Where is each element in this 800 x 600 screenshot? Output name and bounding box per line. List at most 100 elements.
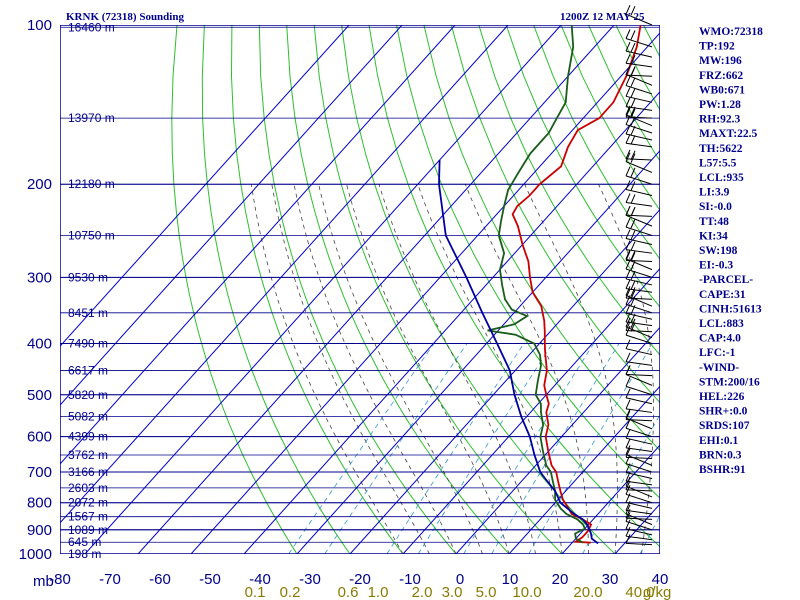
height-label: 9530 m <box>68 270 108 284</box>
mixing-ratio-line <box>386 343 525 554</box>
wind-barb <box>625 41 653 58</box>
temperature-tick-label: -30 <box>299 571 321 588</box>
isotherm <box>561 444 660 554</box>
pressure-tick-label: 900 <box>27 522 52 539</box>
pressure-tick-label: 800 <box>27 495 52 512</box>
dry-adiabat <box>588 25 660 162</box>
isotherm <box>402 267 660 554</box>
height-label: 16460 m <box>68 20 115 34</box>
pressure-tick-label: 300 <box>27 269 52 286</box>
index-line: CINH:51613 <box>699 303 762 315</box>
index-line: TT:48 <box>699 216 729 228</box>
wind-barb <box>625 193 653 207</box>
temperature-tick-label: -60 <box>149 571 171 588</box>
height-label: 8451 m <box>68 306 108 320</box>
height-label: 3166 m <box>68 465 108 479</box>
wind-barb <box>625 115 653 134</box>
temperature-tick-label: 20 <box>552 571 569 588</box>
index-line: WB0:671 <box>699 84 745 96</box>
index-line: SW:198 <box>699 245 738 257</box>
wind-barb <box>625 534 653 546</box>
index-line: SI:-0.0 <box>699 201 732 213</box>
mixing-ratio-label: 3.0 <box>442 584 463 600</box>
index-line: -WIND- <box>699 362 739 374</box>
dry-adiabat <box>230 25 404 554</box>
height-label: 645 m <box>68 535 101 549</box>
pressure-tick-label: 100 <box>27 17 52 34</box>
mixing-ratio-label: 5.0 <box>476 584 497 600</box>
height-label: 7490 m <box>68 336 108 350</box>
sounding-indices: WMO:72318 TP:192 MW:196 FRZ:662 WB0:671 PW:1.… <box>699 26 763 476</box>
pressure-tick-label: 700 <box>27 464 52 481</box>
temperature-tick-label: 10 <box>502 571 519 588</box>
pressure-tick-label: 500 <box>27 387 52 404</box>
chart-grid <box>60 25 700 554</box>
index-line: BRN:0.3 <box>699 449 742 461</box>
wind-barb <box>625 180 653 196</box>
wind-barb <box>625 286 653 307</box>
wind-barb <box>625 304 653 320</box>
mixing-ratio-label: 40.0 <box>625 584 654 600</box>
isotherm <box>349 208 660 554</box>
pressure-tick-label: 600 <box>27 429 52 446</box>
dry-adiabat <box>286 25 510 554</box>
dry-adiabat <box>505 25 660 308</box>
wind-barb <box>625 352 653 366</box>
index-line: TH:5622 <box>699 143 743 155</box>
index-line: L57:5.5 <box>699 157 737 169</box>
chart-series <box>438 25 642 545</box>
mixing-ratio-unit: g/kg <box>643 584 671 600</box>
pressure-tick-label: 1000 <box>19 546 52 563</box>
wind-barb <box>625 526 653 541</box>
mixing-ratio-label: 2.0 <box>412 584 433 600</box>
index-line: HEL:226 <box>699 391 745 403</box>
wind-barb <box>625 365 653 386</box>
index-line: LFC:-1 <box>699 347 736 359</box>
dry-adiabat <box>201 25 351 554</box>
height-label: 198 m <box>68 547 101 561</box>
temperature-tick-label: -50 <box>199 571 221 588</box>
wind-barb <box>625 54 653 68</box>
index-line: FRZ:662 <box>699 70 743 82</box>
wind-barb <box>625 134 653 148</box>
index-line: CAPE:31 <box>699 289 746 301</box>
index-line: MAXT:22.5 <box>699 128 757 140</box>
chart-title: KRNK (72318) Sounding <box>66 11 184 23</box>
wind-barb <box>625 321 653 333</box>
dry-adiabat <box>258 25 457 554</box>
mixing-ratio-label: 1.0 <box>368 584 389 600</box>
wind-barb <box>625 512 653 531</box>
isotherm <box>296 149 660 554</box>
height-label: 10750 m <box>68 229 115 243</box>
height-label: 5820 m <box>68 388 108 402</box>
wind-barb <box>625 485 653 504</box>
index-line: RH:92.3 <box>699 114 740 126</box>
index-line: CAP:4.0 <box>699 333 741 345</box>
wind-barb <box>625 206 653 227</box>
temperature-tick-label: 30 <box>602 571 619 588</box>
wind-barb <box>625 166 653 185</box>
parcel-line <box>438 159 599 545</box>
height-label: 3762 m <box>68 448 108 462</box>
wind-barb <box>625 438 653 452</box>
index-line: LCL:935 <box>699 172 744 184</box>
isotherm <box>60 25 456 465</box>
moist-adiabat <box>668 184 700 554</box>
wind-barb <box>625 105 653 127</box>
wind-barb <box>625 445 653 466</box>
wind-barb <box>625 448 653 460</box>
isotherm <box>508 385 660 554</box>
wind-barb <box>625 317 653 339</box>
index-line: -PARCEL- <box>699 274 753 286</box>
height-label: 4399 m <box>68 430 108 444</box>
index-line: BSHR:91 <box>699 464 746 476</box>
wind-barb <box>625 519 653 536</box>
wind-barb <box>625 454 653 473</box>
wind-barb <box>625 388 653 405</box>
wind-barb <box>625 29 653 48</box>
moist-adiabat <box>378 184 536 554</box>
wind-barb <box>625 501 653 515</box>
wind-barb <box>625 229 653 246</box>
dry-adiabat <box>341 25 616 554</box>
